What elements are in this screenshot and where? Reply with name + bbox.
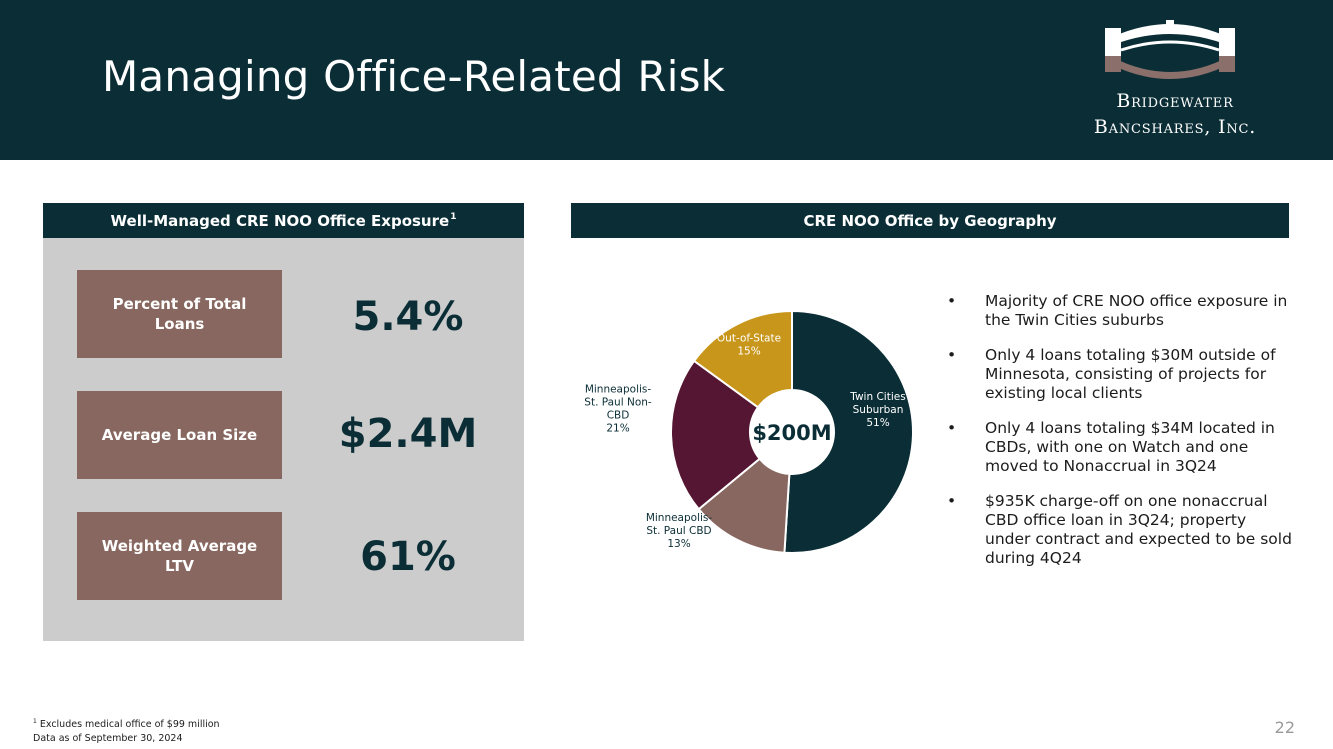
bullet-dot-icon: • [947, 346, 957, 364]
header-bar: Managing Office-Related Risk Bridgewater… [0, 0, 1333, 160]
left-panel-title-text: Well-Managed CRE NOO Office Exposure [110, 211, 450, 230]
bullet-text: Only 4 loans totaling $30M outside of Mi… [985, 346, 1276, 402]
bullet-dot-icon: • [947, 419, 957, 437]
right-panel-title: CRE NOO Office by Geography [571, 203, 1289, 238]
donut-label-minneapolis-st-paul-non-cbd: Minneapolis-St. Paul Non-CBD 21% [584, 384, 652, 435]
donut-center-hole [750, 390, 834, 474]
company-logo: Bridgewater Bancshares, Inc. [1060, 16, 1300, 146]
footnote-mark: 1 [33, 718, 37, 725]
logo-name-line1: Bridgewater [1116, 90, 1234, 112]
left-panel-title: Well-Managed CRE NOO Office Exposure 1 [43, 203, 524, 238]
footnote-data-date: Data as of September 30, 2024 [33, 733, 183, 744]
donut-label-twin-cities-suburban: Twin Cities Suburban 51% [849, 391, 905, 429]
bullet-item: • $935K charge-off on one nonaccrual CBD … [945, 492, 1295, 568]
bullet-dot-icon: • [947, 492, 957, 510]
bullet-item: • Only 4 loans totaling $30M outside of M… [945, 346, 1295, 403]
bullet-item: • Majority of CRE NOO office exposure in … [945, 292, 1295, 330]
metric-value-average-loan-size: $2.4M [338, 411, 478, 457]
page-title: Managing Office-Related Risk [102, 52, 726, 101]
footnote-text: Excludes medical office of $99 million [39, 719, 220, 731]
geography-bullet-list: • Majority of CRE NOO office exposure in … [945, 292, 1295, 584]
bullet-text: Majority of CRE NOO office exposure in t… [985, 292, 1288, 329]
bridge-logo-icon [1105, 20, 1235, 79]
bullet-text: $935K charge-off on one nonaccrual CBD o… [985, 492, 1292, 567]
donut-center-total: $200M [752, 421, 831, 445]
donut-label-minneapolis-st-paul-cbd: Minneapolis-St. Paul CBD 13% [646, 512, 713, 550]
metric-label-percent-total-loans: Percent of Total Loans [77, 270, 282, 358]
donut-label-out-of-state: Out-of-State 15% [717, 333, 781, 358]
bullet-dot-icon: • [947, 292, 957, 310]
metric-label-weighted-average-ltv: Weighted Average LTV [77, 512, 282, 600]
logo-name-line2: Bancshares, Inc. [1093, 116, 1257, 138]
bullet-item: • Only 4 loans totaling $34M located in C… [945, 419, 1295, 476]
exposure-metrics-panel: Percent of Total Loans 5.4% Average Loan… [43, 238, 524, 641]
bullet-text: Only 4 loans totaling $34M located in CB… [985, 419, 1275, 475]
metric-value-percent-total-loans: 5.4% [352, 294, 464, 340]
left-panel-footnote-mark: 1 [450, 211, 457, 222]
metric-label-average-loan-size: Average Loan Size [77, 391, 282, 479]
page-number: 22 [1274, 718, 1295, 737]
metric-value-weighted-average-ltv: 61% [360, 534, 456, 580]
footnote-medical-office: 1 Excludes medical office of $99 million [33, 718, 220, 730]
geography-donut-chart: Twin Cities Suburban 51% Minneapolis-St. Pa… [584, 309, 915, 554]
